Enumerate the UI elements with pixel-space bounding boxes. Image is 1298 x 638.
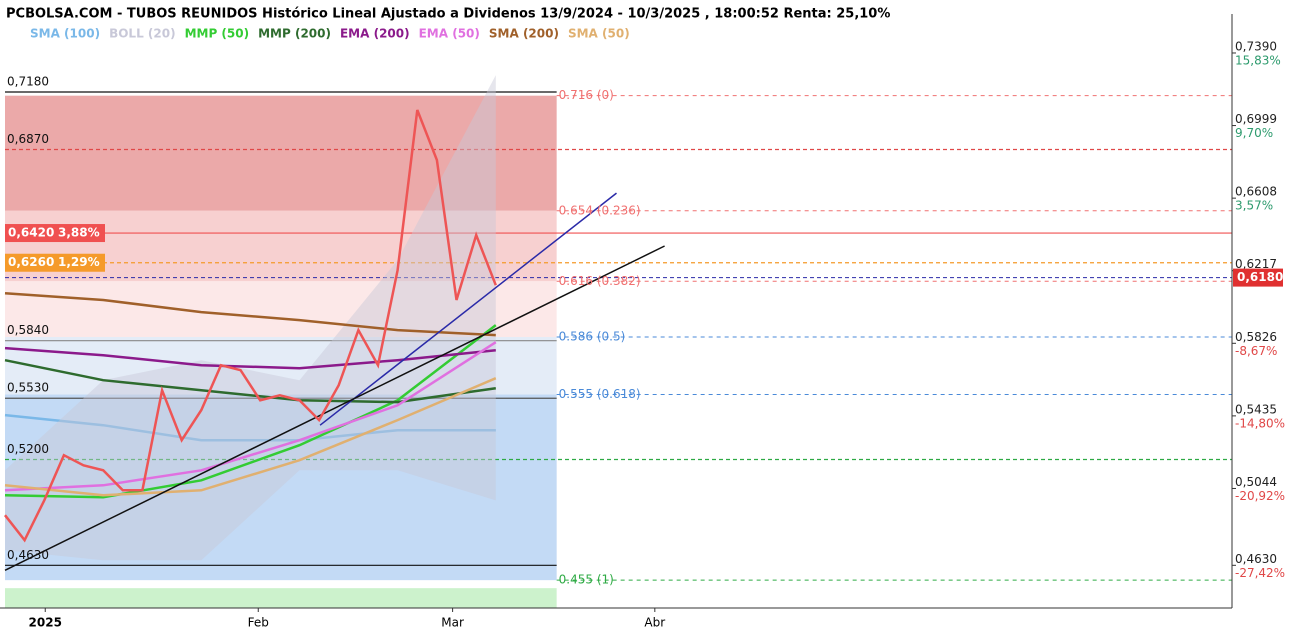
fib-label: 0.586 (0.5): [559, 329, 626, 343]
trendline: [319, 192, 617, 426]
fib-label: 0.654 (0.236): [559, 203, 641, 217]
indicator-line: [4, 377, 497, 497]
legend-entry: MMP (50): [185, 27, 250, 41]
indicator-line: [4, 413, 496, 442]
y-tick-label: 0,6217: [1235, 257, 1277, 271]
level-label: 0,5200: [7, 442, 49, 456]
x-tick-label: Abr: [644, 616, 665, 630]
bands: [5, 95, 1232, 608]
indicator-line: [4, 324, 497, 499]
plot: [4, 75, 1232, 571]
indicator-line: [4, 291, 496, 337]
level-label: 0,4630: [7, 548, 49, 562]
legend-entry: MMP (200): [258, 27, 331, 41]
legend-entry: SMA (100): [30, 27, 100, 41]
indicator-line: [4, 358, 496, 404]
indicator-line: [4, 341, 497, 492]
level-label: 0,5840: [7, 323, 49, 337]
legend-entry: EMA (50): [419, 27, 480, 41]
y-tick-percent: -20,92%: [1235, 489, 1285, 503]
y-tick-label: 0,5826: [1235, 330, 1277, 344]
y-tick-label: 0,6608: [1235, 185, 1277, 199]
y-tick-label: 0,7390: [1235, 39, 1277, 53]
level-label: 0,6420: [8, 226, 54, 240]
price-line: [4, 109, 497, 543]
level-label: 0,6870: [7, 132, 49, 146]
legend-entry: SMA (200): [489, 27, 559, 41]
y-tick-percent: -14,80%: [1235, 416, 1285, 430]
level-change: 3,88%: [58, 226, 100, 240]
y-tick-label: 0,5044: [1235, 475, 1277, 489]
indicator-line: [4, 346, 496, 370]
legend-entry: EMA (200): [340, 27, 410, 41]
y-tick-percent: -27,42%: [1235, 566, 1285, 580]
fib-label: 0.455 (1): [559, 573, 614, 587]
x-tick-label: 2025: [29, 616, 62, 630]
legend-entry: BOLL (20): [109, 27, 176, 41]
bollinger-band: [5, 75, 496, 561]
legend-entry: SMA (50): [568, 27, 630, 41]
y-tick-label: 0,5435: [1235, 402, 1277, 416]
y-tick-label: 0,4630: [1235, 552, 1277, 566]
level-label: 0,5530: [7, 381, 49, 395]
volume-band: [5, 588, 557, 608]
chart-title: PCBOLSA.COM - TUBOS REUNIDOS Histórico L…: [6, 7, 890, 22]
y-tick-percent: 15,83%: [1235, 53, 1281, 67]
level-box: [5, 224, 105, 243]
level-change: 1,29%: [58, 255, 100, 269]
level-label: 0,6260: [8, 255, 54, 269]
fib-label: 0.716 (0): [559, 88, 614, 102]
x-tick-label: Feb: [248, 616, 269, 630]
y-tick-percent: 3,57%: [1235, 199, 1273, 213]
fib-label: 0.555 (0.618): [559, 387, 641, 401]
labels: 0.716 (0) 0.654 (0.236) 0.616 (0.382) 0.586…: [5, 27, 1285, 630]
level-label: 0,7180: [7, 74, 49, 88]
y-tick-percent: -8,67%: [1235, 344, 1277, 358]
fib-label: 0.616 (0.382): [559, 274, 641, 288]
fib-band: [5, 281, 557, 337]
fib-band: [5, 336, 557, 395]
current-price-box: [1233, 268, 1283, 287]
level-box: [5, 253, 105, 272]
y-tick-percent: 9,70%: [1235, 126, 1273, 140]
trendline: [4, 245, 665, 571]
x-tick-label: Mar: [441, 616, 464, 630]
y-tick-label: 0,6999: [1235, 112, 1277, 126]
current-price-label: 0,6180: [1237, 270, 1283, 284]
fib-band: [5, 95, 557, 211]
